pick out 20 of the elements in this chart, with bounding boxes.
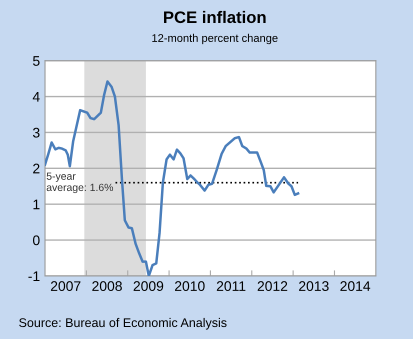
y-tick-label: 1 [33, 200, 40, 210]
y-tick-label: 2 [33, 164, 40, 174]
x-tick-label: 2007 [50, 281, 80, 292]
y-tick-label: 3 [32, 128, 40, 138]
chart-subtitle: 12-month percent change [152, 34, 278, 44]
y-tick-label: 0 [32, 235, 40, 246]
x-tick-label: 2008 [92, 281, 122, 292]
y-tick-label: 4 [32, 92, 40, 102]
line-series [45, 80, 300, 276]
source-note: Source: Bureau of Economic Analysis [19, 318, 227, 330]
x-tick-label: 2010 [175, 281, 205, 292]
x-tick-label: 2009 [134, 281, 164, 292]
x-tick-label: 2014 [340, 281, 370, 292]
x-tick-label: 2012 [258, 281, 288, 292]
x-tick-label: 2013 [299, 281, 329, 292]
ref-line-label: 5-year average: 1.6% [46, 172, 114, 194]
y-tick-label: 5 [32, 56, 40, 66]
x-tick-label: 2011 [216, 281, 246, 292]
chart-title: PCE inflation [164, 10, 266, 24]
y-tick-label: -1 [28, 271, 40, 281]
